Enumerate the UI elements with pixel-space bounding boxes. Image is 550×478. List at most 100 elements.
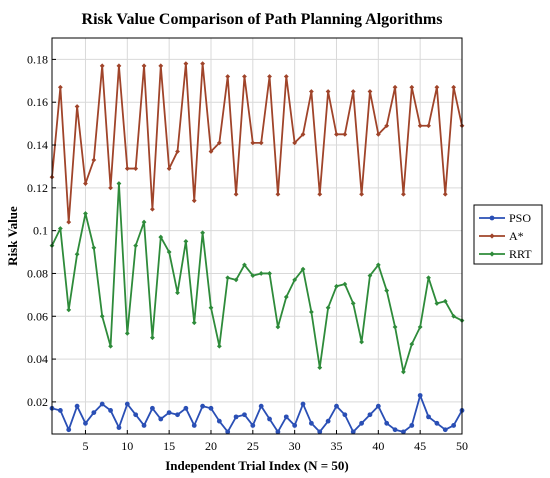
data-point-rrt — [66, 307, 72, 313]
chart-title: Risk Value Comparison of Path Planning A… — [82, 11, 443, 28]
data-point-astar — [108, 185, 113, 191]
data-point-astar — [292, 140, 298, 146]
data-point-rrt — [91, 245, 97, 251]
series-rrt — [49, 181, 465, 375]
data-point-astar — [216, 140, 222, 146]
legend-item-pso: PSO — [479, 211, 531, 225]
data-point-rrt — [367, 273, 373, 278]
data-point-rrt — [434, 301, 440, 306]
data-point-astar — [451, 84, 457, 90]
data-point-rrt — [375, 262, 381, 268]
data-point-astar — [401, 191, 406, 197]
data-point-astar — [367, 89, 373, 94]
data-point-astar — [426, 123, 431, 129]
data-point-pso — [57, 408, 63, 413]
x-tick-label: 25 — [247, 439, 259, 453]
data-point-pso — [208, 405, 214, 411]
y-tick-label: 0.06 — [27, 309, 48, 323]
data-point-pso — [191, 423, 197, 428]
data-point-astar — [225, 74, 231, 79]
data-point-pso — [359, 420, 364, 426]
data-point-rrt — [191, 320, 197, 326]
data-point-pso — [267, 416, 272, 422]
data-point-astar — [409, 84, 415, 90]
data-point-astar — [308, 89, 314, 94]
x-tick-label: 45 — [414, 439, 426, 453]
data-point-rrt — [250, 273, 256, 278]
x-tick-label: 35 — [330, 439, 342, 453]
data-point-pso — [434, 420, 440, 426]
data-point-astar — [275, 191, 281, 197]
data-point-rrt — [350, 301, 356, 306]
data-point-rrt — [308, 309, 314, 315]
data-point-rrt — [417, 324, 423, 330]
data-point-pso — [392, 427, 398, 433]
data-point-pso — [250, 423, 256, 428]
data-point-rrt — [208, 305, 214, 311]
data-point-astar — [124, 166, 130, 171]
y-axis-ticks: 0.02 0.04 0.06 0.08 0.1 0.12 0.14 0.16 0.18 — [27, 52, 56, 409]
data-point-astar — [74, 104, 80, 109]
data-point-rrt — [426, 275, 431, 281]
y-tick-label: 0.16 — [27, 95, 48, 109]
plot-frame — [51, 37, 463, 435]
x-tick-label: 5 — [82, 439, 88, 453]
data-point-pso — [108, 408, 113, 413]
legend-marker-astar — [489, 233, 495, 239]
data-point-rrt — [124, 330, 130, 336]
data-point-astar — [116, 63, 122, 69]
data-point-pso — [325, 418, 331, 424]
data-point-rrt — [334, 283, 339, 289]
data-point-pso — [141, 423, 147, 428]
data-point-rrt — [150, 335, 155, 341]
data-point-rrt — [200, 230, 206, 236]
data-point-pso — [200, 403, 206, 409]
series-astar — [49, 61, 465, 225]
data-point-rrt — [166, 249, 172, 255]
data-point-pso — [91, 410, 97, 415]
data-point-astar — [175, 149, 180, 154]
data-point-astar — [242, 74, 247, 79]
data-point-rrt — [116, 181, 122, 186]
data-point-astar — [141, 63, 147, 69]
data-point-astar — [99, 63, 105, 69]
x-tick-label: 40 — [372, 439, 384, 453]
data-point-rrt — [216, 343, 222, 349]
data-point-rrt — [158, 234, 164, 240]
data-point-astar — [66, 219, 72, 225]
data-point-pso — [409, 423, 415, 428]
y-tick-label: 0.14 — [27, 138, 48, 152]
data-point-rrt — [233, 277, 239, 283]
data-point-pso — [124, 401, 130, 407]
data-point-astar — [183, 61, 189, 67]
data-point-pso — [367, 412, 373, 418]
data-point-rrt — [401, 369, 406, 375]
series-pso — [49, 393, 465, 435]
data-point-rrt — [225, 275, 231, 281]
data-point-rrt — [83, 211, 88, 216]
data-point-astar — [359, 191, 364, 197]
data-point-pso — [334, 403, 339, 409]
data-point-astar — [158, 63, 164, 69]
data-point-astar — [267, 74, 272, 79]
data-point-astar — [150, 206, 155, 212]
x-tick-label: 15 — [163, 439, 175, 453]
data-point-rrt — [317, 365, 323, 371]
data-point-rrt — [451, 313, 457, 319]
data-point-rrt — [175, 290, 180, 296]
data-point-pso — [342, 412, 348, 418]
data-point-astar — [334, 131, 339, 137]
legend-item-rrt: RRT — [479, 247, 532, 261]
data-point-astar — [200, 61, 206, 67]
data-point-pso — [258, 403, 264, 409]
data-point-pso — [116, 425, 122, 430]
legend-box — [473, 204, 543, 265]
data-point-astar — [91, 157, 97, 163]
y-tick-label: 0.18 — [27, 52, 48, 66]
data-point-astar — [417, 123, 423, 129]
data-point-rrt — [267, 271, 272, 276]
data-point-astar — [233, 191, 239, 197]
data-point-pso — [216, 418, 222, 424]
